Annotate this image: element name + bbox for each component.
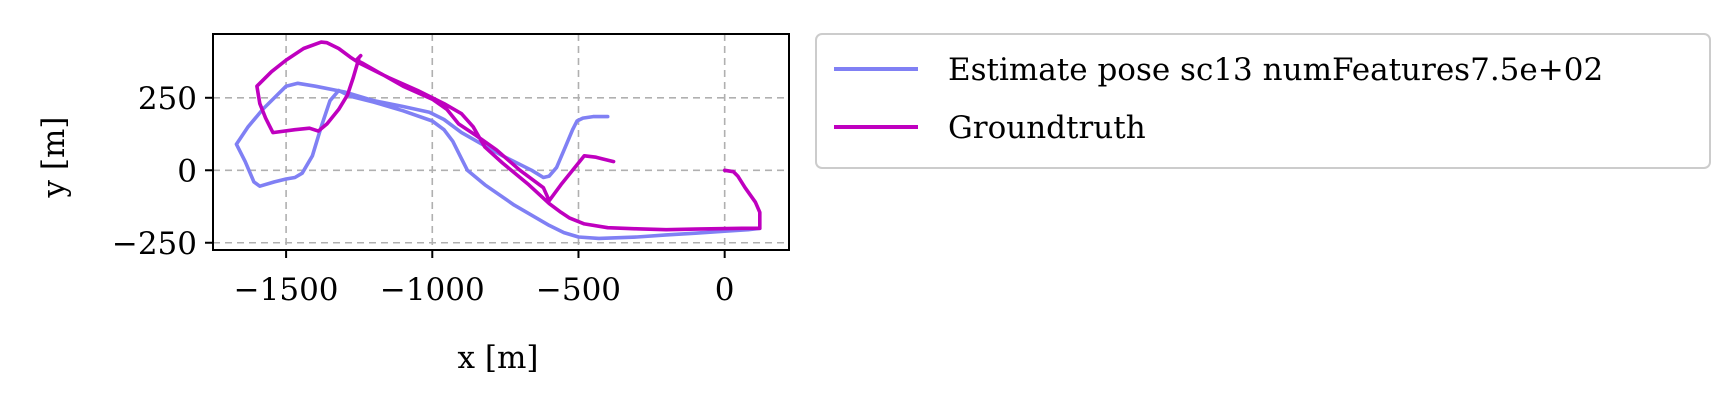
series-line-estimate xyxy=(234,81,762,241)
plot-frame xyxy=(212,33,790,251)
axes: −1500 −1000 −500 0 −250 0 250 xyxy=(112,33,790,308)
y-tick-label: −250 xyxy=(112,226,197,262)
x-tick-label: −1000 xyxy=(380,272,485,308)
y-tick-label: 0 xyxy=(177,153,197,189)
legend-box xyxy=(815,33,1711,169)
x-tick-label: −1500 xyxy=(234,272,339,308)
legend: Estimate pose sc13 numFeatures7.5e+02 Gr… xyxy=(815,33,1711,169)
series-group xyxy=(234,40,762,241)
plot-area xyxy=(213,34,789,250)
x-tick-label: −500 xyxy=(536,272,621,308)
series-line-groundtruth xyxy=(255,40,762,232)
x-axis-label: x [m] xyxy=(458,340,539,376)
y-tick-label: 250 xyxy=(138,81,197,117)
x-tick-label: 0 xyxy=(715,272,735,308)
y-axis-label: y [m] xyxy=(36,117,72,199)
legend-label-groundtruth: Groundtruth xyxy=(948,110,1146,146)
legend-label-estimate: Estimate pose sc13 numFeatures7.5e+02 xyxy=(948,52,1603,88)
